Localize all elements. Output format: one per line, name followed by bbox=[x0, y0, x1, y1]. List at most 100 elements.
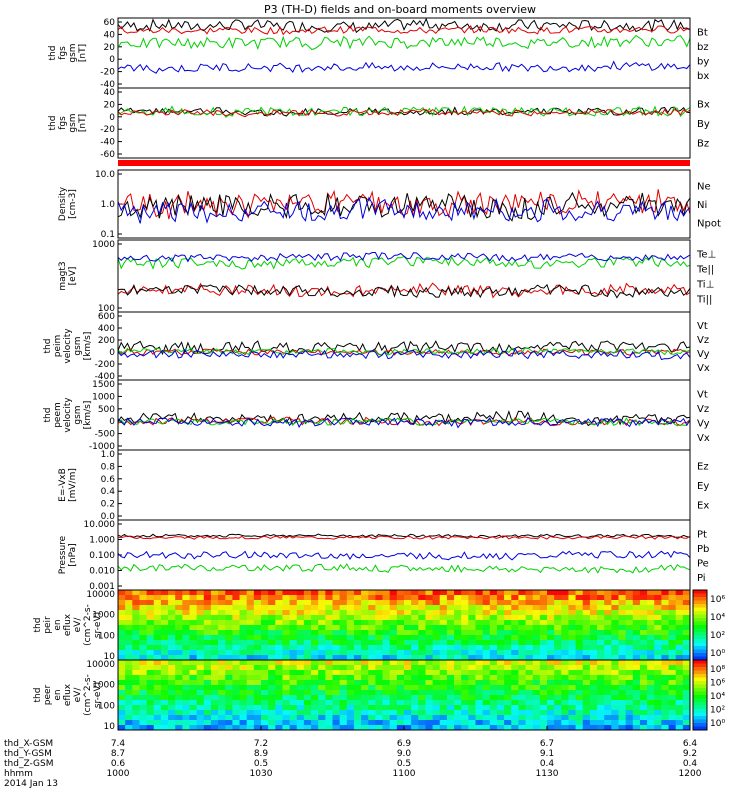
heatmap-cell bbox=[339, 690, 348, 696]
heatmap-cell bbox=[175, 625, 183, 631]
heatmap-cell bbox=[261, 725, 269, 731]
heatmap-cell bbox=[146, 625, 155, 631]
heatmap-cell bbox=[597, 620, 605, 626]
heatmap-cell bbox=[225, 725, 233, 731]
heatmap-cell bbox=[425, 675, 434, 681]
heatmap-cell bbox=[125, 720, 133, 726]
heatmap-cell bbox=[332, 650, 341, 656]
heatmap-cell bbox=[396, 665, 405, 671]
heatmap-cell bbox=[446, 665, 455, 671]
heatmap-cell bbox=[589, 665, 598, 671]
heatmap-cell bbox=[454, 690, 462, 696]
heatmap-cell bbox=[239, 685, 248, 691]
heatmap-cell bbox=[346, 615, 355, 621]
heatmap-cell bbox=[625, 725, 634, 731]
heatmap-cell bbox=[454, 630, 462, 636]
heatmap-cell bbox=[446, 600, 455, 606]
heatmap-cell bbox=[246, 710, 255, 716]
colorbar-cell bbox=[693, 695, 707, 699]
heatmap-cell bbox=[375, 670, 384, 676]
y-tick-label: 20 bbox=[104, 43, 116, 53]
heatmap-cell bbox=[396, 675, 405, 681]
heatmap-cell bbox=[168, 680, 176, 686]
heatmap-cell bbox=[282, 650, 291, 656]
heatmap-cell bbox=[375, 700, 384, 706]
heatmap-cell bbox=[582, 635, 591, 641]
heatmap-cell bbox=[482, 660, 491, 666]
heatmap-cell bbox=[325, 720, 333, 726]
heatmap-cell bbox=[518, 690, 527, 696]
heatmap-cell bbox=[361, 705, 369, 711]
heatmap-cell bbox=[404, 625, 412, 631]
heatmap-cell bbox=[189, 715, 198, 721]
heatmap-cell bbox=[604, 690, 612, 696]
heatmap-cell bbox=[132, 685, 140, 691]
heatmap-cell bbox=[547, 710, 555, 716]
heatmap-cell bbox=[496, 690, 505, 696]
heatmap-cell bbox=[311, 685, 319, 691]
heatmap-cell bbox=[647, 615, 655, 621]
colorbar-cell bbox=[693, 600, 707, 605]
heatmap-cell bbox=[539, 725, 548, 731]
heatmap-cell bbox=[461, 725, 469, 731]
heatmap-cell bbox=[389, 695, 398, 701]
heatmap-cell bbox=[125, 690, 133, 696]
heatmap-cell bbox=[218, 590, 226, 596]
heatmap-cell bbox=[618, 625, 627, 631]
heatmap-cell bbox=[561, 665, 569, 671]
heatmap-cell bbox=[282, 620, 291, 626]
heatmap-cell bbox=[625, 705, 634, 711]
heatmap-cell bbox=[210, 595, 219, 601]
heatmap-cell bbox=[303, 715, 312, 721]
heatmap-cell bbox=[160, 705, 169, 711]
heatmap-cell bbox=[268, 615, 276, 621]
heatmap-cell bbox=[639, 650, 648, 656]
heatmap-cell bbox=[532, 600, 541, 606]
heatmap-cell bbox=[668, 615, 677, 621]
heatmap-cell bbox=[132, 595, 140, 601]
heatmap-cell bbox=[153, 605, 162, 611]
heatmap-cell bbox=[332, 685, 341, 691]
heatmap-cell bbox=[361, 725, 369, 731]
heatmap-cell bbox=[518, 660, 527, 666]
heatmap-cell bbox=[239, 630, 248, 636]
heatmap-cell bbox=[146, 660, 155, 666]
heatmap-cell bbox=[146, 610, 155, 616]
heatmap-cell bbox=[225, 665, 233, 671]
heatmap-cell bbox=[568, 670, 577, 676]
heatmap-cell bbox=[210, 610, 219, 616]
heatmap-cell bbox=[289, 665, 298, 671]
ylabel-line: [nT] bbox=[78, 44, 88, 62]
heatmap-cell bbox=[475, 685, 484, 691]
heatmap-cell bbox=[461, 620, 469, 626]
heatmap-cell bbox=[518, 685, 527, 691]
heatmap-cell bbox=[168, 660, 176, 666]
heatmap-cell bbox=[561, 630, 569, 636]
heatmap-cell bbox=[232, 610, 241, 616]
heatmap-cell bbox=[146, 600, 155, 606]
heatmap-cell bbox=[339, 705, 348, 711]
heatmap-cell bbox=[282, 660, 291, 666]
heatmap-cell bbox=[175, 720, 183, 726]
heatmap-cell bbox=[418, 665, 426, 671]
heatmap-cell bbox=[654, 600, 662, 606]
heatmap-cell bbox=[289, 675, 298, 681]
heatmap-cell bbox=[339, 605, 348, 611]
heatmap-cell bbox=[253, 640, 262, 646]
heatmap-cell bbox=[182, 720, 190, 726]
heatmap-cell bbox=[246, 640, 255, 646]
heatmap-cell bbox=[461, 610, 469, 616]
heatmap-cell bbox=[396, 600, 405, 606]
heatmap-cell bbox=[389, 600, 398, 606]
heatmap-cell bbox=[382, 645, 391, 651]
heatmap-cell bbox=[132, 600, 140, 606]
heatmap-cell bbox=[575, 670, 584, 676]
heatmap-cell bbox=[368, 690, 376, 696]
heatmap-cell bbox=[554, 595, 562, 601]
heatmap-cell bbox=[404, 705, 412, 711]
heatmap-cell bbox=[654, 610, 662, 616]
heatmap-cell bbox=[246, 615, 255, 621]
ylabel-line: thd bbox=[33, 688, 43, 703]
